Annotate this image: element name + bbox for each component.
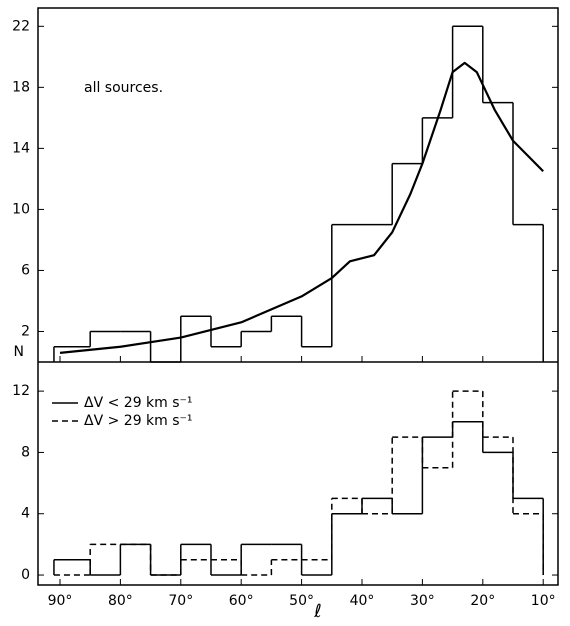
x-tick-label: 60° [229, 593, 254, 609]
y-tick-label: 8 [21, 444, 30, 460]
y-tick-label: 4 [21, 506, 30, 522]
x-tick-label: 70° [168, 593, 193, 609]
x-tick-label: 30° [410, 593, 435, 609]
x-tick-label: 40° [350, 593, 375, 609]
x-axis-label: ℓ [313, 601, 321, 622]
y-tick-label: 14 [12, 140, 30, 156]
x-tick-label: 50° [289, 593, 314, 609]
x-tick-label: 80° [108, 593, 133, 609]
fit-curve [59, 61, 544, 354]
x-tick-label: 20° [470, 593, 495, 609]
legend-label: ΔV < 29 km s⁻¹ [84, 395, 193, 411]
x-tick-label: 90° [48, 593, 73, 609]
y-tick-label: 2 [21, 323, 30, 339]
y-tick-label: 22 [12, 18, 30, 34]
y-tick-label: 12 [12, 383, 30, 399]
y-axis-label: N [14, 344, 24, 360]
x-tick-label: 10° [531, 593, 556, 609]
y-tick-label: 0 [21, 567, 30, 583]
y-tick-label: 6 [21, 262, 30, 278]
frame [37, 7, 559, 586]
annotation: all sources. [84, 80, 163, 96]
y-tick-label: 10 [12, 201, 30, 217]
y-tick-label: 18 [12, 79, 30, 95]
legend-label: ΔV > 29 km s⁻¹ [84, 413, 193, 429]
